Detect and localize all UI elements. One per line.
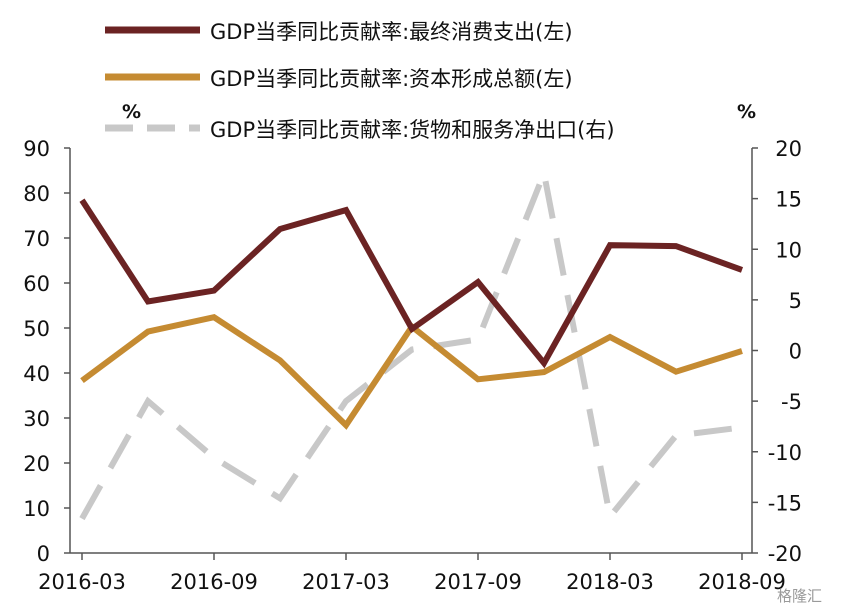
left-tick-label: 50 [23, 317, 50, 341]
right-tick-label: 15 [775, 188, 802, 212]
series-layer [79, 162, 744, 524]
watermark: 格隆汇 [777, 587, 822, 605]
right-tick-label: 20 [775, 137, 802, 161]
legend-label-net-export: GDP当季同比贡献率:货物和服务净出口(右) [210, 118, 615, 142]
x-tick-label: 2017-09 [434, 570, 522, 594]
left-tick-label: 60 [23, 272, 50, 296]
x-tick-label: 2018-09 [698, 570, 786, 594]
legend-label-capital: GDP当季同比贡献率:资本形成总额(左) [210, 67, 573, 91]
x-tick-label: 2016-09 [170, 570, 258, 594]
left-tick-label: 20 [23, 452, 50, 476]
x-tick-label: 2017-03 [302, 570, 390, 594]
x-axis-ticks: 2016-03 2016-09 2017-03 2017-09 2018-03 2018-… [38, 553, 786, 594]
left-tick-label: 70 [23, 227, 50, 251]
left-tick-label: 40 [23, 362, 50, 386]
left-tick-label: 30 [23, 407, 50, 431]
right-axis-unit: % [737, 101, 756, 123]
left-tick-label: 0 [37, 542, 50, 566]
left-tick-label: 90 [23, 137, 50, 161]
right-tick-label: 10 [775, 238, 802, 262]
right-axis-ticks: -20 -15 -10 -5 0 5 10 15 20 [752, 137, 802, 566]
x-tick-label: 2018-03 [566, 570, 654, 594]
right-tick-label: 5 [789, 289, 802, 313]
right-tick-label: -20 [768, 542, 802, 566]
right-tick-label: -15 [768, 491, 802, 515]
legend: GDP当季同比贡献率:最终消费支出(左) GDP当季同比贡献率:资本形成总额(左… [105, 20, 615, 142]
right-tick-label: -5 [781, 390, 802, 414]
left-tick-label: 80 [23, 182, 50, 206]
left-axis-ticks: 0 10 20 30 40 50 60 70 80 90 [23, 137, 70, 566]
series-line-net-export [79, 162, 743, 524]
left-axis-unit: % [122, 101, 141, 123]
legend-label-consumption: GDP当季同比贡献率:最终消费支出(左) [210, 20, 573, 44]
series-line-capital [80, 314, 743, 430]
right-tick-label: -10 [768, 441, 802, 465]
series-line-consumption [79, 198, 744, 369]
x-tick-label: 2016-03 [38, 570, 126, 594]
right-tick-label: 0 [789, 340, 802, 364]
left-tick-label: 10 [23, 497, 50, 521]
